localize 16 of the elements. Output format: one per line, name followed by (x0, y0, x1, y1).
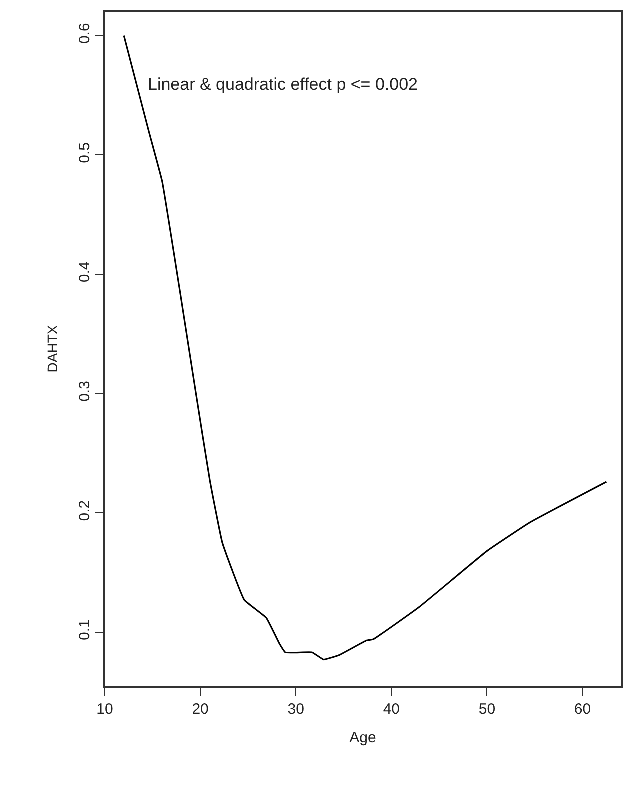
y-axis-title: DAHTX (44, 324, 60, 373)
y-tick-label: 0.1 (76, 620, 94, 640)
y-tick-label: 0.4 (76, 262, 94, 283)
x-tick-label: 50 (478, 700, 496, 718)
y-tick-label: 0.2 (76, 500, 94, 522)
x-tick-label: 20 (192, 700, 209, 718)
y-tick-label: 0.3 (76, 381, 94, 402)
y-tick-label: 0.6 (76, 23, 94, 44)
x-tick-label: 30 (288, 700, 304, 718)
x-tick-label: 60 (574, 700, 592, 718)
x-tick-label: 40 (383, 700, 400, 718)
x-axis-title: Age (350, 729, 376, 746)
annotation: Linear & quadratic effect p <= 0.002 (148, 75, 418, 94)
line-series (123, 35, 608, 661)
x-tick-label: 10 (96, 700, 114, 718)
y-tick-label: 0.5 (76, 142, 94, 164)
